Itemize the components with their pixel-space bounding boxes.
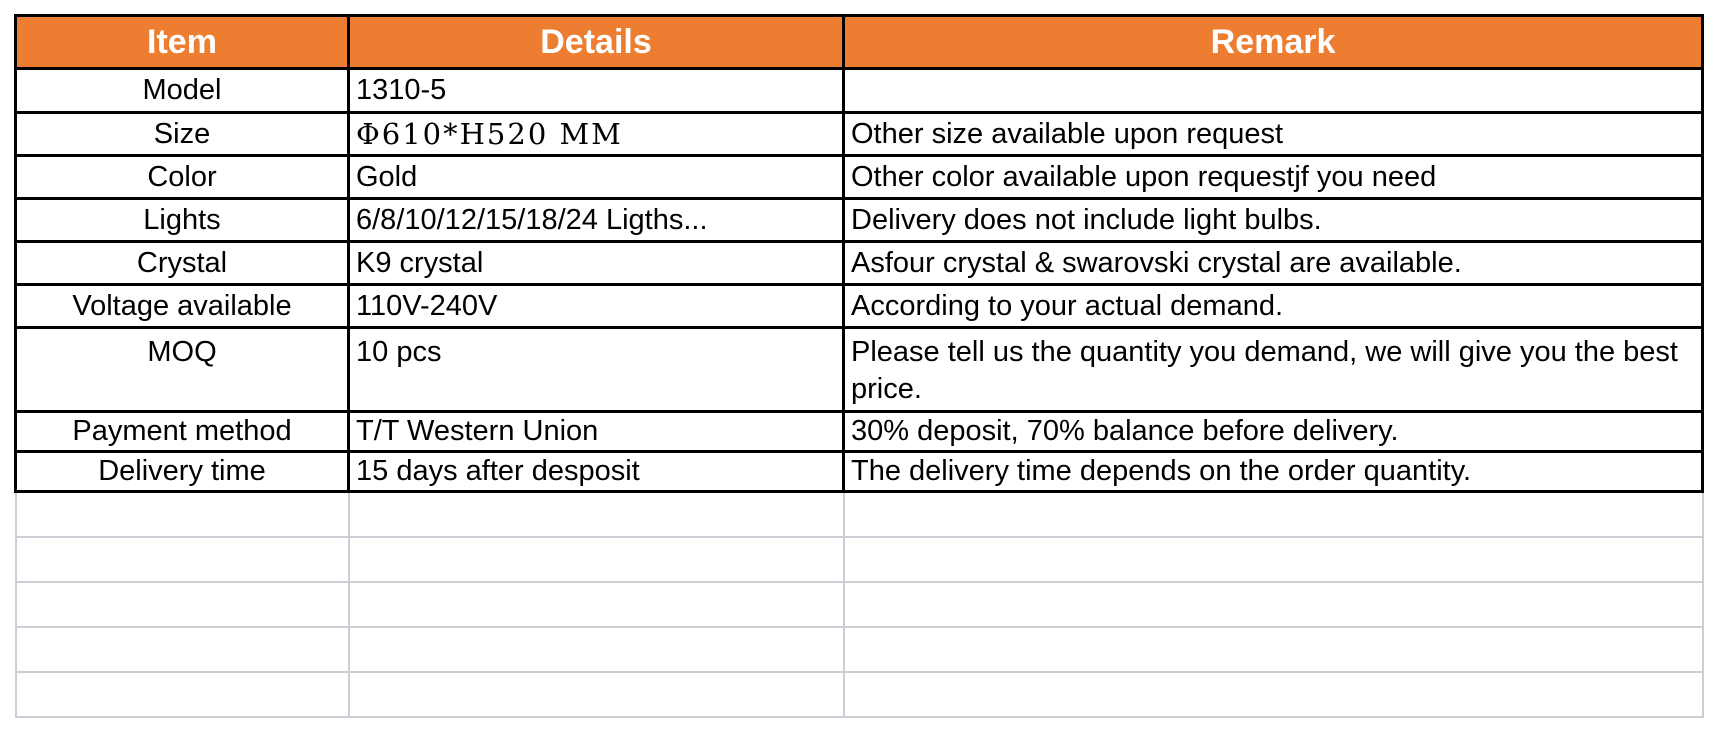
table-row-crystal: Crystal K9 crystal Asfour crystal & swar… [14,240,1704,286]
cell-details: 110V-240V [347,283,845,329]
table-row-voltage: Voltage available 110V-240V According to… [14,283,1704,329]
column-header-remark: Remark [842,14,1704,70]
cell-remark: 30% deposit, 70% balance before delivery… [842,410,1704,453]
cell-details: T/T Western Union [347,410,845,453]
cell-remark: Other size available upon request [842,111,1704,157]
table-row-size: Size Φ610*H520 MM Other size available u… [14,111,1704,157]
cell-details: 1310-5 [347,67,845,114]
empty-cell [347,535,845,583]
empty-cell [14,535,350,583]
empty-cell [14,670,350,718]
empty-cell [347,580,845,628]
column-header-details: Details [347,14,845,70]
cell-item: Delivery time [14,450,350,493]
cell-remark: Other color available upon requestjf you… [842,154,1704,200]
cell-item: Voltage available [14,283,350,329]
cell-remark: Delivery does not include light bulbs. [842,197,1704,243]
empty-cell [347,490,845,538]
cell-item: Model [14,67,350,114]
table-row-payment: Payment method T/T Western Union 30% dep… [14,410,1704,453]
table-row-lights: Lights 6/8/10/12/15/18/24 Ligths... Deli… [14,197,1704,243]
cell-details: K9 crystal [347,240,845,286]
cell-remark [842,67,1704,114]
cell-details: 15 days after desposit [347,450,845,493]
cell-remark: Please tell us the quantity you demand, … [842,326,1704,413]
cell-remark: According to your actual demand. [842,283,1704,329]
table-row-moq: MOQ 10 pcs Please tell us the quantity y… [14,326,1704,413]
product-spec-sheet: Item Details Remark Model 1310-5 Size Φ6… [0,14,1716,732]
cell-item: Payment method [14,410,350,453]
cell-details: Φ610*H520 MM [347,111,845,157]
cell-details: 6/8/10/12/15/18/24 Ligths... [347,197,845,243]
table-row-delivery: Delivery time 15 days after desposit The… [14,450,1704,493]
empty-grid-row [14,580,1704,628]
empty-cell [842,490,1704,538]
empty-grid-row [14,625,1704,673]
empty-grid-row [14,490,1704,538]
table-row-model: Model 1310-5 [14,67,1704,114]
product-spec-table: Item Details Remark Model 1310-5 Size Φ6… [14,14,1704,718]
empty-cell [14,580,350,628]
cell-item: MOQ [14,326,350,413]
empty-cell [842,580,1704,628]
empty-cell [347,670,845,718]
table-row-color: Color Gold Other color available upon re… [14,154,1704,200]
empty-cell [14,490,350,538]
empty-cell [842,535,1704,583]
empty-cell [347,625,845,673]
empty-grid-row [14,535,1704,583]
cell-item: Color [14,154,350,200]
cell-remark: Asfour crystal & swarovski crystal are a… [842,240,1704,286]
cell-item: Lights [14,197,350,243]
empty-cell [14,625,350,673]
cell-details: 10 pcs [347,326,845,413]
empty-grid-row [14,670,1704,718]
table-header-row: Item Details Remark [14,14,1704,70]
column-header-item: Item [14,14,350,70]
cell-details: Gold [347,154,845,200]
empty-cell [842,625,1704,673]
empty-cell [842,670,1704,718]
cell-item: Size [14,111,350,157]
cell-item: Crystal [14,240,350,286]
cell-remark: The delivery time depends on the order q… [842,450,1704,493]
